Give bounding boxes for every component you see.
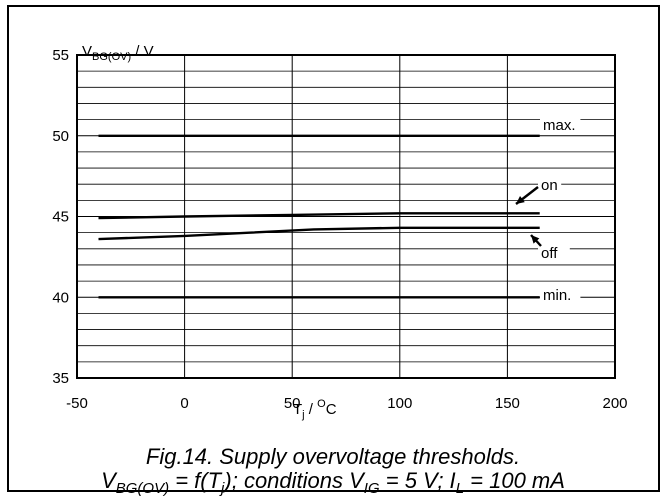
x-tick-label: 50 [284, 395, 301, 412]
x-axis-title: Tj / OC [293, 398, 337, 421]
caption-segment: L [456, 480, 464, 497]
x-tick-label: 0 [180, 395, 188, 412]
figure-caption-conditions: VBG(OV) = f(Tj); conditions VIG = 5 V; I… [101, 468, 565, 497]
y-tick-label: 35 [52, 370, 69, 387]
caption-segment: V [101, 468, 118, 493]
series-label-off: off [541, 245, 558, 262]
caption-segment: = 100 mA [464, 468, 565, 493]
caption-segment: = f(T [169, 468, 223, 493]
y-tick-label: 50 [52, 128, 69, 145]
x-tick-label: 150 [495, 395, 520, 412]
series-label-bg [538, 176, 562, 194]
series-label-bg [538, 244, 570, 262]
series-label-max: max. [543, 117, 576, 134]
x-tick-label: 200 [602, 395, 627, 412]
tick-labels: -50 0 50 100 150 200 35 40 45 50 55 [52, 47, 627, 412]
caption-segment: ); conditions V [221, 468, 366, 493]
plot-area-border [76, 54, 616, 379]
y-tick-label: 40 [52, 289, 69, 306]
chart-series [98, 134, 540, 299]
caption-segment: IG [364, 480, 380, 497]
caption-segment: BG(OV) [116, 480, 169, 497]
series-labels: max. on off min. [515, 116, 581, 304]
figure-caption-title: Fig.14. Supply overvoltage thresholds. [146, 444, 520, 469]
series-label-on: on [541, 177, 558, 194]
series-label-bg [540, 286, 581, 304]
off-arrow-head [531, 235, 540, 244]
caption-segment: j [219, 480, 225, 497]
series-line-on [98, 212, 540, 220]
y-axis-title: VBG(OV) / V [82, 43, 154, 63]
series-line-off [98, 226, 540, 241]
caption-segment: = 5 V; I [380, 468, 456, 493]
x-tick-label: -50 [66, 395, 88, 412]
on-arrow-head [516, 195, 525, 204]
series-label-bg [540, 116, 581, 134]
x-tick-label: 100 [387, 395, 412, 412]
y-tick-label: 45 [52, 209, 69, 226]
series-label-min: min. [543, 287, 571, 304]
y-tick-label: 55 [52, 47, 69, 64]
